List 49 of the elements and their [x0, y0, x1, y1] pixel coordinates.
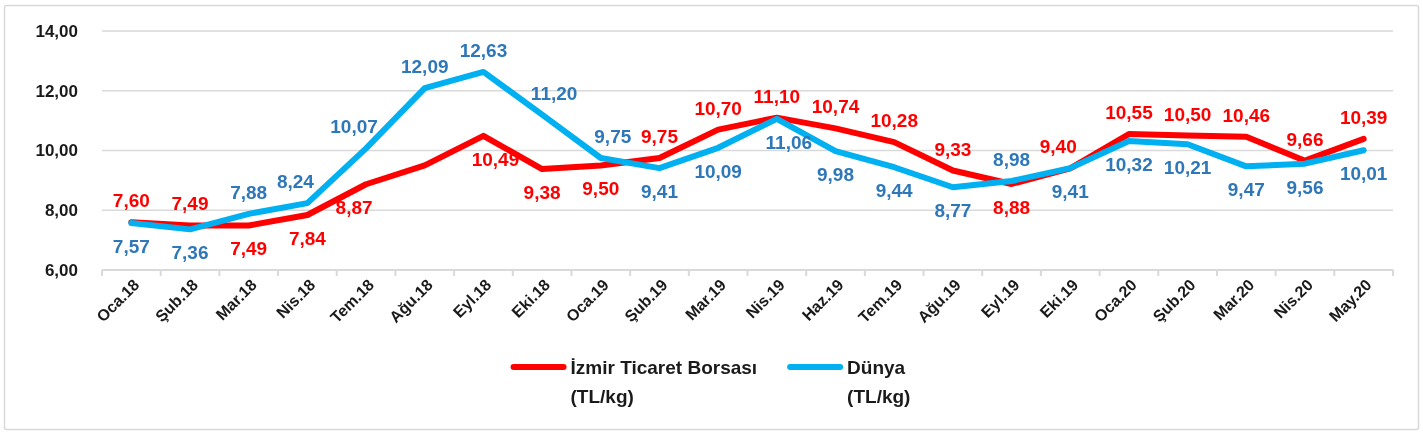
y-tick-label: 6,00	[44, 260, 78, 280]
data-label: 10,50	[1163, 103, 1212, 125]
data-label: 9,38	[523, 182, 561, 204]
y-tick-label: 14,00	[35, 21, 78, 41]
data-label: 8,87	[335, 197, 373, 219]
data-label: 9,66	[1286, 128, 1324, 150]
legend-label: Dünya (TL/kg)	[847, 357, 911, 407]
data-label: 8,88	[993, 196, 1031, 218]
y-tick-label: 8,00	[44, 201, 78, 221]
data-label: 9,41	[1051, 181, 1090, 203]
legend-label: İzmir Ticaret Borsası (TL/kg)	[570, 357, 758, 407]
data-label: 9,56	[1286, 176, 1324, 198]
data-label: 8,98	[993, 148, 1031, 170]
data-label: 10,28	[870, 110, 918, 132]
data-label: 8,77	[934, 200, 972, 222]
data-label: 11,20	[530, 82, 578, 104]
data-label: 8,24	[276, 171, 315, 193]
data-label: 10,55	[1105, 102, 1154, 124]
data-label: 7,60	[112, 190, 150, 212]
data-label: 7,57	[112, 236, 150, 258]
data-label: 12,09	[400, 56, 449, 78]
data-label: 10,70	[694, 97, 742, 119]
data-label: 9,50	[582, 178, 620, 200]
data-label: 10,32	[1105, 153, 1153, 175]
data-label: 7,49	[171, 193, 209, 215]
data-label: 9,41	[640, 181, 679, 203]
data-label: 12,63	[459, 39, 508, 61]
data-label: 9,75	[594, 125, 632, 147]
data-label: 9,40	[1039, 136, 1077, 158]
y-tick-label: 12,00	[35, 81, 78, 101]
data-label: 10,09	[694, 160, 742, 182]
data-label: 10,74	[811, 96, 860, 118]
data-label: 10,39	[1339, 106, 1388, 128]
data-label: 10,07	[330, 116, 378, 138]
data-label: 9,33	[934, 138, 972, 160]
data-label: 7,88	[230, 181, 268, 203]
data-label: 10,21	[1163, 157, 1212, 179]
data-label: 7,36	[171, 242, 209, 264]
data-label: 9,98	[817, 164, 855, 186]
data-label: 7,49	[230, 238, 268, 260]
data-label: 10,46	[1222, 104, 1271, 126]
data-label: 9,47	[1227, 179, 1265, 201]
y-tick-label: 10,00	[35, 141, 78, 161]
data-label: 9,75	[640, 125, 679, 147]
data-label: 11,06	[765, 131, 813, 153]
data-label: 10,01	[1339, 163, 1388, 185]
data-label: 11,10	[753, 85, 801, 107]
data-label: 7,84	[288, 228, 327, 250]
data-label: 9,44	[875, 180, 914, 202]
